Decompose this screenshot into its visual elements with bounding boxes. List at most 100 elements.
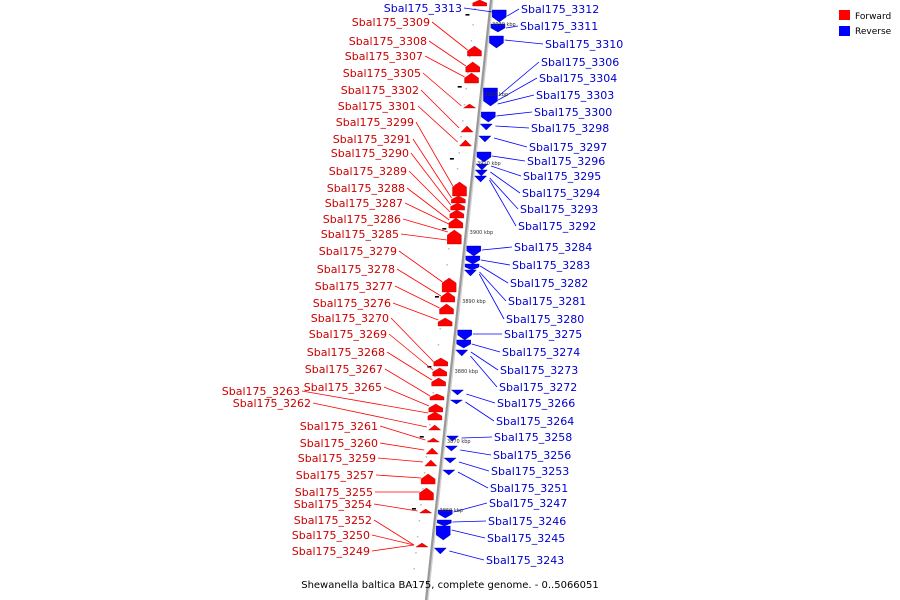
reverse-leader-line <box>466 393 496 404</box>
forward-gene-block <box>429 393 445 401</box>
forward-gene-block <box>432 367 447 377</box>
gene-labels: Sbal175_3309 Sbal175_3308 Sbal175_3307 Sbal… <box>222 2 624 567</box>
forward-gene-label: Sbal175_3301 <box>338 100 416 113</box>
forward-gene-block <box>420 473 436 485</box>
reverse-gene-label: Sbal175_3274 <box>502 346 580 359</box>
axis-dot <box>423 472 426 474</box>
legend-forward-swatch <box>839 10 850 20</box>
forward-gene-block <box>448 217 464 229</box>
reverse-gene-label: Sbal175_3264 <box>496 415 574 428</box>
reverse-leader-line <box>490 171 521 194</box>
reverse-leader-line <box>504 39 544 45</box>
reverse-gene-label: Sbal175_3282 <box>510 277 588 290</box>
scale-mark-label: 3870 kbp <box>447 439 471 445</box>
forward-leader-line <box>373 519 415 546</box>
forward-gene-block <box>465 61 480 73</box>
forward-gene-block <box>415 542 429 548</box>
axis-dot <box>448 248 450 250</box>
reverse-gene-block <box>466 245 482 257</box>
genome-axis <box>411 0 494 600</box>
reverse-gene-label: Sbal175_3243 <box>486 554 564 567</box>
forward-gene-block <box>451 195 466 204</box>
reverse-leader-line <box>479 271 507 302</box>
forward-gene-block <box>418 508 433 514</box>
forward-gene-label: Sbal175_3267 <box>305 363 383 376</box>
forward-leader-line <box>371 544 415 552</box>
forward-gene-block <box>439 303 454 315</box>
forward-gene-label: Sbal175_3261 <box>300 420 378 433</box>
forward-gene-block <box>464 72 479 84</box>
reverse-leader-line <box>481 246 513 251</box>
scale-mark-label: 3900 kbp <box>470 230 494 236</box>
forward-leader-line <box>388 333 434 371</box>
feature-tick <box>465 14 470 16</box>
forward-gene-label: Sbal175_3309 <box>352 16 430 29</box>
reverse-leader-line <box>460 449 492 456</box>
forward-gene-label: Sbal175_3260 <box>300 437 378 450</box>
reverse-gene-block <box>474 169 488 177</box>
reverse-gene-block <box>455 349 469 357</box>
forward-leader-line <box>390 317 435 363</box>
reverse-gene-block <box>476 151 492 163</box>
reverse-gene-label: Sbal175_3275 <box>504 328 582 341</box>
forward-leader-line <box>415 121 454 187</box>
reverse-gene-label: Sbal175_3281 <box>508 295 586 308</box>
forward-leader-line <box>417 105 458 143</box>
gene-features <box>411 0 507 555</box>
axis-dot <box>463 104 466 106</box>
forward-leader-line <box>379 425 426 441</box>
forward-gene-block <box>433 357 448 367</box>
reverse-leader-line <box>497 77 538 101</box>
axis-dot <box>411 584 414 586</box>
legend-reverse-swatch <box>839 26 850 36</box>
forward-gene-label: Sbal175_3290 <box>331 147 409 160</box>
reverse-gene-block <box>437 519 452 527</box>
reverse-leader-line <box>507 8 520 17</box>
forward-gene-label: Sbal175_3302 <box>341 84 419 97</box>
scale-mark-label: 3920 kbp <box>485 92 509 98</box>
reverse-gene-block <box>442 469 456 476</box>
axis-dot <box>422 488 424 490</box>
reverse-leader-line <box>458 461 490 472</box>
forward-leader-line <box>424 55 465 78</box>
axis-dot <box>416 536 419 538</box>
forward-leader-line <box>398 250 443 283</box>
forward-leader-line <box>371 534 415 546</box>
forward-gene-label: Sbal175_3286 <box>323 213 401 226</box>
genome-caption: Shewanella baltica BA175, complete genom… <box>301 580 599 591</box>
reverse-leader-line <box>492 155 526 162</box>
reverse-gene-label: Sbal175_3272 <box>499 381 577 394</box>
forward-gene-label: Sbal175_3252 <box>294 514 372 527</box>
forward-gene-block <box>426 437 440 443</box>
forward-leader-line <box>408 170 451 213</box>
forward-gene-block <box>428 424 442 431</box>
axis-dot <box>420 504 422 506</box>
reverse-gene-block <box>492 9 507 23</box>
axis-dot <box>413 568 415 570</box>
forward-gene-label: Sbal175_3288 <box>327 182 405 195</box>
reverse-gene-label: Sbal175_3312 <box>521 3 599 16</box>
forward-gene-label: Sbal175_3257 <box>296 469 374 482</box>
forward-gene-block <box>437 317 453 327</box>
reverse-leader-line <box>495 125 530 129</box>
legend: Forward Reverse <box>839 10 892 37</box>
reverse-gene-block <box>478 135 492 143</box>
reverse-gene-label: Sbal175_3311 <box>520 20 598 33</box>
axis-dot <box>434 376 436 378</box>
forward-gene-block <box>467 45 482 57</box>
forward-gene-label: Sbal175_3265 <box>304 381 382 394</box>
forward-gene-label: Sbal175_3255 <box>295 486 373 499</box>
forward-gene-block <box>459 139 472 147</box>
reverse-gene-block <box>490 23 506 33</box>
reverse-gene-label: Sbal175_3273 <box>500 364 578 377</box>
reverse-gene-label: Sbal175_3245 <box>487 532 565 545</box>
reverse-leader-line <box>498 61 540 97</box>
feature-tick <box>457 86 462 88</box>
reverse-gene-label: Sbal175_3256 <box>493 449 571 462</box>
forward-gene-label: Sbal175_3250 <box>292 529 370 542</box>
reverse-leader-line <box>453 502 488 513</box>
reverse-gene-label: Sbal175_3300 <box>534 106 612 119</box>
reverse-gene-label: Sbal175_3266 <box>497 397 575 410</box>
forward-gene-label: Sbal175_3254 <box>294 498 372 511</box>
